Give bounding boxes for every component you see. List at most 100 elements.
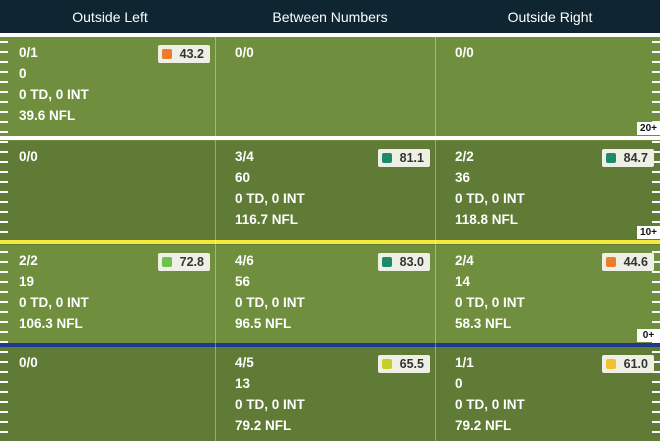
grade-color-swatch-icon bbox=[381, 153, 392, 163]
hash-mark bbox=[0, 391, 8, 393]
zone-cell[interactable]: 0/0 bbox=[455, 45, 660, 137]
yards: 60 bbox=[235, 170, 251, 185]
zone-cell[interactable]: 0/0 bbox=[19, 149, 216, 241]
yard-marker-label: 10+ bbox=[637, 226, 660, 239]
hash-mark bbox=[0, 221, 8, 223]
zone-cell[interactable]: 3/4 60 0 TD, 0 INT 116.7 NFL 81.1 bbox=[235, 149, 436, 241]
zone-cell[interactable]: 4/6 56 0 TD, 0 INT 96.5 NFL 83.0 bbox=[235, 253, 436, 343]
hash-mark bbox=[0, 201, 8, 203]
grade-color-swatch-icon bbox=[381, 359, 392, 369]
completions-attempts: 2/2 bbox=[455, 149, 474, 164]
yards: 13 bbox=[235, 376, 251, 391]
hash-mark bbox=[0, 141, 8, 143]
hash-mark bbox=[652, 341, 660, 343]
hash-mark bbox=[0, 231, 8, 233]
zone-cell[interactable]: 0/0 bbox=[235, 45, 436, 137]
completions-attempts: 0/0 bbox=[19, 355, 38, 370]
zone-cell[interactable]: 1/1 0 0 TD, 0 INT 79.2 NFL 61.0 bbox=[455, 355, 660, 437]
column-divider bbox=[435, 33, 436, 441]
hash-mark bbox=[652, 301, 660, 303]
yards: 14 bbox=[455, 274, 471, 289]
hash-mark bbox=[0, 351, 8, 353]
nfl-rating: 58.3 NFL bbox=[455, 316, 512, 331]
line-of-scrimmage-yellow bbox=[0, 240, 660, 244]
grade-badge: 43.2 bbox=[157, 45, 210, 63]
completions-attempts: 4/5 bbox=[235, 355, 254, 370]
grade-color-swatch-icon bbox=[605, 359, 616, 369]
nfl-rating: 116.7 NFL bbox=[235, 212, 299, 227]
hash-mark bbox=[652, 191, 660, 193]
hash-mark bbox=[0, 171, 8, 173]
zone-cell[interactable]: 2/2 19 0 TD, 0 INT 106.3 NFL 72.8 bbox=[19, 253, 216, 343]
hash-mark bbox=[652, 71, 660, 73]
hash-mark bbox=[0, 321, 8, 323]
hash-mark bbox=[652, 201, 660, 203]
hash-mark bbox=[652, 61, 660, 63]
grade-value: 61.0 bbox=[623, 357, 648, 371]
hash-mark bbox=[652, 161, 660, 163]
hash-mark bbox=[652, 271, 660, 273]
yards: 56 bbox=[235, 274, 251, 289]
grade-badge: 83.0 bbox=[377, 253, 430, 271]
grade-badge: 81.1 bbox=[377, 149, 430, 167]
hash-mark bbox=[0, 361, 8, 363]
hash-mark bbox=[0, 71, 8, 73]
hash-mark bbox=[652, 311, 660, 313]
hash-mark bbox=[0, 151, 8, 153]
hash-mark bbox=[652, 181, 660, 183]
hash-mark bbox=[652, 91, 660, 93]
yard-marker-label: 0+ bbox=[637, 329, 660, 342]
hash-mark bbox=[652, 81, 660, 83]
td-int: 0 TD, 0 INT bbox=[235, 397, 305, 412]
yards: 0 bbox=[455, 376, 463, 391]
hash-mark bbox=[652, 171, 660, 173]
column-header-outside-left: Outside Left bbox=[72, 8, 148, 25]
hash-mark bbox=[652, 51, 660, 53]
td-int: 0 TD, 0 INT bbox=[235, 295, 305, 310]
hash-mark bbox=[652, 381, 660, 383]
grade-badge: 72.8 bbox=[157, 253, 210, 271]
zone-cell[interactable]: 4/5 13 0 TD, 0 INT 79.2 NFL 65.5 bbox=[235, 355, 436, 437]
zone-cell[interactable]: 2/4 14 0 TD, 0 INT 58.3 NFL 44.6 bbox=[455, 253, 660, 343]
hash-mark bbox=[0, 191, 8, 193]
nfl-rating: 79.2 NFL bbox=[235, 418, 292, 433]
td-int: 0 TD, 0 INT bbox=[455, 295, 525, 310]
td-int: 0 TD, 0 INT bbox=[455, 191, 525, 206]
hash-mark bbox=[652, 281, 660, 283]
hash-mark bbox=[0, 61, 8, 63]
hash-mark bbox=[0, 341, 8, 343]
hash-mark bbox=[0, 131, 8, 133]
hash-mark bbox=[0, 121, 8, 123]
hash-mark bbox=[652, 211, 660, 213]
grade-value: 43.2 bbox=[179, 47, 204, 61]
hash-mark bbox=[0, 41, 8, 43]
hash-mark bbox=[652, 291, 660, 293]
column-header-bar: Outside Left Between Numbers Outside Rig… bbox=[0, 0, 660, 33]
grade-badge: 61.0 bbox=[601, 355, 654, 373]
grade-badge: 84.7 bbox=[601, 149, 654, 167]
field-band bbox=[0, 37, 660, 141]
line-of-scrimmage-blue bbox=[0, 343, 660, 347]
field-band bbox=[0, 347, 660, 441]
hash-mark bbox=[652, 101, 660, 103]
grade-color-swatch-icon bbox=[381, 257, 392, 267]
hash-mark bbox=[652, 261, 660, 263]
completions-attempts: 1/1 bbox=[455, 355, 474, 370]
hash-mark bbox=[652, 411, 660, 413]
nfl-rating: 118.8 NFL bbox=[455, 212, 519, 227]
zone-cell[interactable]: 2/2 36 0 TD, 0 INT 118.8 NFL 84.7 bbox=[455, 149, 660, 241]
hash-mark bbox=[0, 211, 8, 213]
hash-mark bbox=[0, 411, 8, 413]
column-header-outside-right: Outside Right bbox=[507, 8, 593, 25]
zone-cell[interactable]: 0/1 0 0 TD, 0 INT 39.6 NFL 43.2 bbox=[19, 45, 216, 137]
grade-badge: 65.5 bbox=[377, 355, 430, 373]
completions-attempts: 0/0 bbox=[19, 149, 38, 164]
hash-mark bbox=[0, 81, 8, 83]
yard-line bbox=[0, 33, 660, 37]
nfl-rating: 79.2 NFL bbox=[455, 418, 512, 433]
td-int: 0 TD, 0 INT bbox=[19, 295, 89, 310]
grade-value: 81.1 bbox=[399, 151, 424, 165]
zone-cell[interactable]: 0/0 bbox=[19, 355, 216, 437]
field-band bbox=[0, 141, 660, 245]
hash-mark bbox=[0, 51, 8, 53]
